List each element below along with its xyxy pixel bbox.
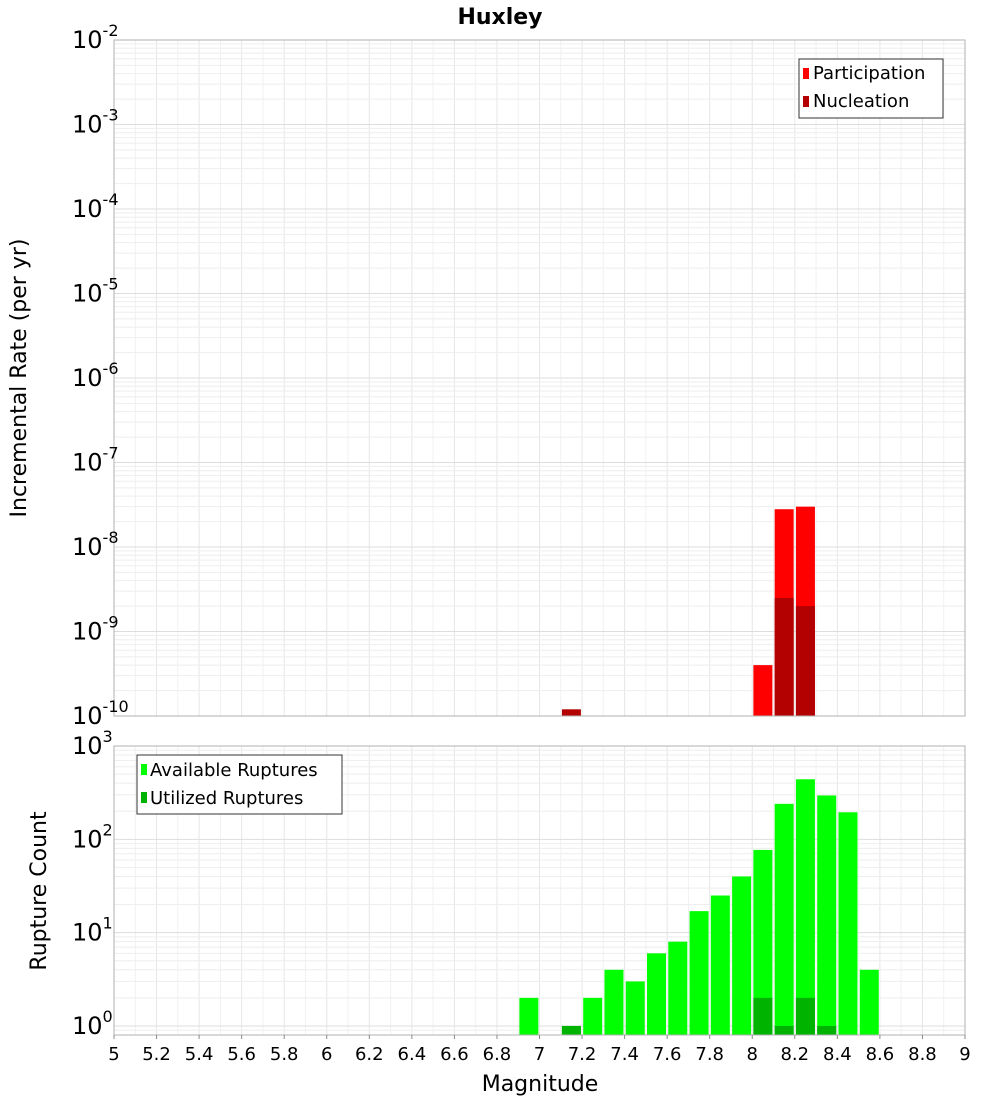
bottom-y-tick-label: 103 [72,727,113,760]
available-ruptures-bar [838,812,858,1035]
utilized-ruptures-bar [817,1025,837,1035]
utilized-ruptures-bar [774,1025,794,1035]
available-ruptures-legend-label: Available Ruptures [150,760,318,781]
available-ruptures-legend-swatch [141,764,147,775]
top-grid [113,40,966,717]
utilized-ruptures-bar [795,997,815,1035]
x-tick-label: 5.2 [142,1044,171,1065]
available-ruptures-bar [732,876,752,1035]
x-tick-label: 8 [747,1044,758,1065]
x-tick-label: 8.8 [908,1044,937,1065]
available-ruptures-bar [774,803,794,1035]
x-tick-label: 6 [321,1044,332,1065]
top-legend-box [798,58,944,119]
x-tick-label: 5.4 [185,1044,214,1065]
available-ruptures-bar [859,969,879,1035]
bottom-grid [113,746,966,1036]
available-ruptures-bar [519,997,539,1035]
nucleation-bar [561,709,581,716]
x-tick-label: 6.6 [440,1044,469,1065]
x-tick-label: 5.8 [270,1044,299,1065]
top-legend: Participation Nucleation [798,58,944,119]
top-y-tick-label: 10-3 [72,106,119,139]
available-ruptures-bar [625,981,645,1035]
top-bars [561,506,815,716]
available-ruptures-bar [668,941,688,1035]
available-ruptures-bar [647,953,667,1035]
chart-title: Huxley [457,5,542,30]
x-tick-label: 8.2 [780,1044,809,1065]
utilized-ruptures-legend-label: Utilized Ruptures [150,788,303,809]
participation-legend-swatch [803,68,809,79]
bottom-legend: Available Ruptures Utilized Ruptures [136,754,343,815]
available-ruptures-bar [817,795,837,1035]
x-tick-label: 8.6 [866,1044,895,1065]
nucleation-legend-label: Nucleation [813,91,909,112]
x-tick-label: 6.4 [398,1044,427,1065]
x-tick-label: 7.2 [568,1044,597,1065]
x-tick-label: 7 [534,1044,545,1065]
available-ruptures-bar [753,849,773,1035]
x-ticks: 5 5.2 5.4 5.6 5.8 6 6.2 6.4 6.6 6.8 7 7.2 7.4 7.6 7.8 8… [108,1035,971,1065]
x-tick-label: 5 [108,1044,119,1065]
x-tick-label: 7.6 [653,1044,682,1065]
participation-legend-label: Participation [813,63,925,84]
utilized-ruptures-legend-swatch [141,792,147,803]
x-tick-label: 6.8 [483,1044,512,1065]
top-plot-frame [113,39,966,717]
available-ruptures-bar [795,779,815,1035]
available-ruptures-bar [689,911,709,1035]
utilized-ruptures-bar [753,997,773,1035]
top-y-ticks: 10-210-310-410-510-610-710-810-910-10 [72,21,129,730]
bottom-legend-box [136,754,343,815]
utilized-ruptures-bar [561,1025,581,1035]
x-axis-label: Magnitude [482,1072,599,1097]
nucleation-legend-swatch [803,96,809,107]
x-tick-label: 9 [959,1044,970,1065]
nucleation-bar [774,597,794,716]
nucleation-bar [795,606,815,716]
bottom-bars [519,779,879,1035]
x-tick-label: 7.8 [695,1044,724,1065]
top-y-tick-label: 10-8 [72,528,119,561]
participation-bar [753,665,773,716]
x-tick-label: 5.6 [227,1044,256,1065]
x-tick-label: 8.4 [823,1044,852,1065]
rate-plot: Huxley Incremental Rate (per yr) 10-210-… [7,5,966,730]
available-ruptures-bar [604,969,624,1035]
x-tick-label: 7.4 [610,1044,639,1065]
x-tick-label: 6.2 [355,1044,384,1065]
available-ruptures-bar [710,895,730,1035]
top-y-tick-label: 10-9 [72,613,119,646]
bottom-y-axis-label: Rupture Count [27,811,52,971]
top-y-axis-label: Incremental Rate (per yr) [7,239,32,518]
available-ruptures-bar [583,997,603,1035]
